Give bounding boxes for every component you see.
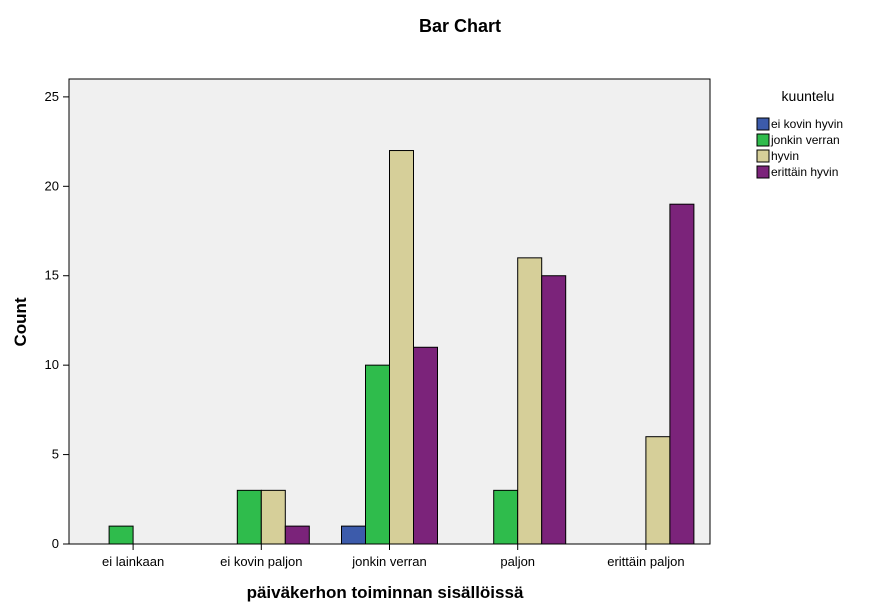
chart-title: Bar Chart: [419, 16, 501, 36]
bar: [413, 346, 438, 545]
x-tick-label: ei kovin paljon: [220, 554, 302, 569]
bar: [645, 436, 671, 545]
legend-swatch: [756, 117, 770, 131]
legend-label: jonkin verran: [770, 133, 840, 147]
y-tick-label: 5: [52, 447, 59, 462]
y-tick-label: 10: [45, 357, 59, 372]
y-axis-title: Count: [11, 297, 30, 346]
bar: [541, 275, 567, 545]
x-tick-label: paljon: [500, 554, 535, 569]
bar: [517, 257, 543, 545]
bar: [365, 364, 390, 545]
x-tick-label: erittäin paljon: [607, 554, 684, 569]
x-axis-title: päiväkerhon toiminnan sisällöissä: [247, 583, 524, 602]
bar: [108, 525, 134, 545]
bar: [236, 489, 262, 545]
y-tick-label: 20: [45, 178, 59, 193]
bar: [284, 525, 310, 545]
legend-swatch: [756, 165, 770, 179]
bar: [260, 489, 286, 545]
y-tick-label: 25: [45, 89, 59, 104]
bar: [669, 203, 695, 545]
legend-swatch: [756, 133, 770, 147]
bar: [389, 150, 414, 545]
x-tick-label: jonkin verran: [351, 554, 426, 569]
x-tick-label: ei lainkaan: [102, 554, 164, 569]
x-axis: ei lainkaan ei kovin paljon jonkin verran p…: [102, 544, 685, 569]
bar: [493, 489, 519, 545]
y-tick-label: 0: [52, 536, 59, 551]
y-axis: 0 5 10 15 20 25: [45, 89, 69, 551]
legend-label: ei kovin hyvin: [771, 117, 843, 131]
legend-label: hyvin: [771, 149, 799, 163]
y-tick-label: 15: [45, 268, 59, 283]
bars: [108, 150, 695, 545]
bar: [341, 525, 366, 545]
legend: kuuntelu ei kovin hyvin jonkin verran hyvi…: [756, 88, 843, 179]
legend-label: erittäin hyvin: [771, 165, 838, 179]
legend-swatch: [756, 149, 770, 163]
legend-title: kuuntelu: [782, 88, 835, 104]
